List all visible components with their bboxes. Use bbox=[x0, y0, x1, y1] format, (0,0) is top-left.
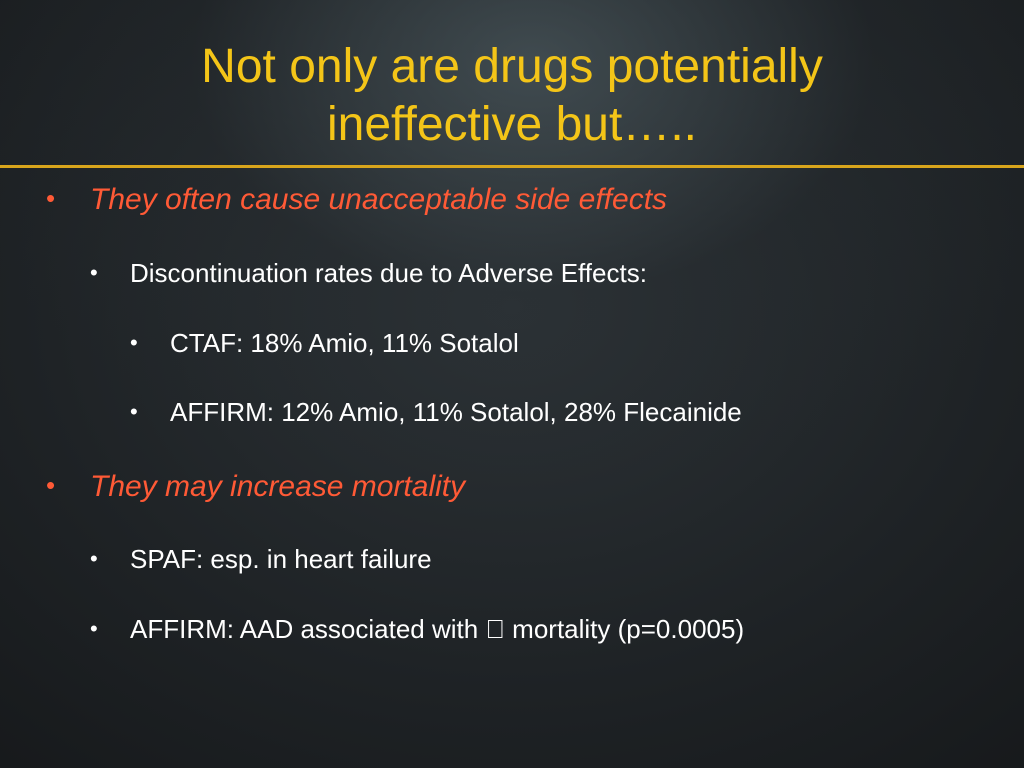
slide-title-line-1: Not only are drugs potentially bbox=[201, 40, 823, 93]
bullet-item-spaf: • SPAF: esp. in heart failure bbox=[90, 544, 990, 576]
bullet-text: SPAF: esp. in heart failure bbox=[130, 544, 432, 574]
bullet-icon: • bbox=[46, 470, 56, 500]
bullet-icon: • bbox=[90, 616, 98, 641]
slide-title-line-2: ineffective but….. bbox=[327, 98, 697, 151]
bullet-item-mortality: • They may increase mortality bbox=[46, 470, 946, 506]
bullet-item-discontinuation: • Discontinuation rates due to Adverse E… bbox=[90, 258, 990, 290]
slide-title: Not only are drugs potentially ineffecti… bbox=[0, 38, 1024, 154]
title-divider bbox=[0, 165, 1024, 168]
bullet-icon: • bbox=[46, 183, 56, 213]
bullet-text: AFFIRM: 12% Amio, 11% Sotalol, 28% Fleca… bbox=[170, 397, 742, 427]
bullet-item-ctaf: • CTAF: 18% Amio, 11% Sotalol bbox=[130, 328, 990, 360]
bullet-icon: • bbox=[130, 330, 138, 355]
bullet-text: They often cause unacceptable side effec… bbox=[90, 183, 668, 216]
bullet-item-side-effects: • They often cause unacceptable side eff… bbox=[46, 183, 946, 219]
bullet-text: AFFIRM: AAD associated with  mortality … bbox=[130, 614, 744, 644]
bullet-icon: • bbox=[90, 260, 98, 285]
bullet-icon: • bbox=[130, 399, 138, 424]
bullet-text: Discontinuation rates due to Adverse Eff… bbox=[130, 258, 647, 288]
bullet-text: They may increase mortality bbox=[90, 470, 466, 503]
bullet-text: CTAF: 18% Amio, 11% Sotalol bbox=[170, 328, 519, 358]
bullet-item-affirm-rates: • AFFIRM: 12% Amio, 11% Sotalol, 28% Fle… bbox=[130, 397, 990, 429]
bullet-icon: • bbox=[90, 546, 98, 571]
bullet-item-affirm-aad: • AFFIRM: AAD associated with  mortalit… bbox=[90, 614, 990, 646]
